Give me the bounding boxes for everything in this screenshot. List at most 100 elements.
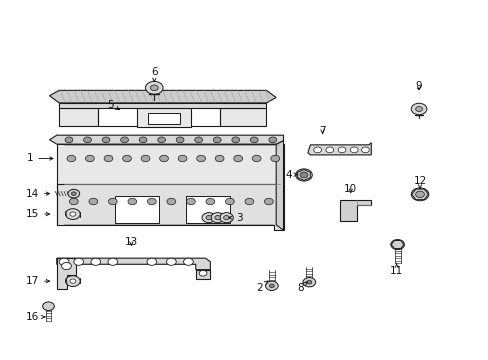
Circle shape [231,137,239,143]
Circle shape [303,278,315,287]
Circle shape [390,239,404,249]
Circle shape [68,189,80,198]
Polygon shape [49,135,283,144]
Circle shape [337,147,345,153]
Circle shape [70,212,76,216]
Circle shape [270,155,279,162]
Circle shape [264,198,273,205]
Text: 17: 17 [26,276,49,286]
Circle shape [415,107,422,112]
Circle shape [74,258,83,265]
Text: 10: 10 [344,184,357,194]
Circle shape [65,276,80,287]
Circle shape [410,188,428,201]
Circle shape [252,155,261,162]
Circle shape [313,147,321,153]
Bar [185,196,229,223]
Text: 5: 5 [107,100,119,110]
Circle shape [265,281,278,291]
Circle shape [158,137,165,143]
Circle shape [83,137,91,143]
Text: 16: 16 [26,312,45,322]
Circle shape [213,137,221,143]
Circle shape [71,192,76,195]
Polygon shape [137,108,190,127]
Circle shape [199,270,206,276]
Polygon shape [59,103,266,108]
Circle shape [225,198,234,205]
Circle shape [147,258,157,265]
Circle shape [150,85,158,91]
Circle shape [205,216,211,220]
Circle shape [59,258,69,265]
Circle shape [85,155,94,162]
Circle shape [166,258,176,265]
Circle shape [223,216,229,220]
Polygon shape [220,108,266,126]
Circle shape [104,155,113,162]
Circle shape [205,198,214,205]
Circle shape [215,155,224,162]
Text: 6: 6 [151,67,157,81]
Text: 1: 1 [26,153,53,163]
Circle shape [361,147,368,153]
Text: 3: 3 [228,213,243,222]
Text: 8: 8 [297,282,306,293]
Circle shape [91,258,101,265]
Polygon shape [59,108,98,126]
Polygon shape [276,140,283,230]
Circle shape [166,198,175,205]
Circle shape [42,302,54,311]
Circle shape [89,198,98,205]
Circle shape [65,137,73,143]
Circle shape [159,155,168,162]
Circle shape [108,258,118,265]
Circle shape [139,137,147,143]
Circle shape [108,198,117,205]
Circle shape [65,209,80,220]
Circle shape [306,280,311,284]
Circle shape [214,216,220,220]
Circle shape [122,155,131,162]
Circle shape [147,198,156,205]
Polygon shape [307,143,370,155]
Circle shape [300,172,307,178]
Text: 4: 4 [285,170,297,180]
Circle shape [349,147,357,153]
Circle shape [219,213,233,223]
Circle shape [210,213,224,223]
Bar [148,113,180,124]
Circle shape [233,155,242,162]
Circle shape [61,262,71,270]
Circle shape [196,155,205,162]
Circle shape [244,198,253,205]
Circle shape [69,198,78,205]
Polygon shape [57,184,283,230]
Polygon shape [49,90,276,103]
Circle shape [102,137,110,143]
Circle shape [268,137,276,143]
Polygon shape [57,144,283,184]
Circle shape [410,103,426,115]
Circle shape [295,169,312,181]
Circle shape [202,213,215,223]
Circle shape [250,137,258,143]
Circle shape [186,198,195,205]
Text: 9: 9 [415,81,422,91]
Text: 12: 12 [412,176,426,189]
Text: 2: 2 [255,281,267,293]
Circle shape [70,279,76,283]
Circle shape [269,284,274,288]
Circle shape [183,258,193,265]
Circle shape [178,155,186,162]
Circle shape [415,191,424,198]
Text: 11: 11 [389,264,403,276]
Polygon shape [57,258,210,270]
Circle shape [141,155,150,162]
Circle shape [176,137,183,143]
Text: 14: 14 [26,189,49,199]
Circle shape [145,81,163,94]
Text: 7: 7 [319,126,325,135]
Circle shape [128,198,137,205]
Polygon shape [195,270,210,279]
